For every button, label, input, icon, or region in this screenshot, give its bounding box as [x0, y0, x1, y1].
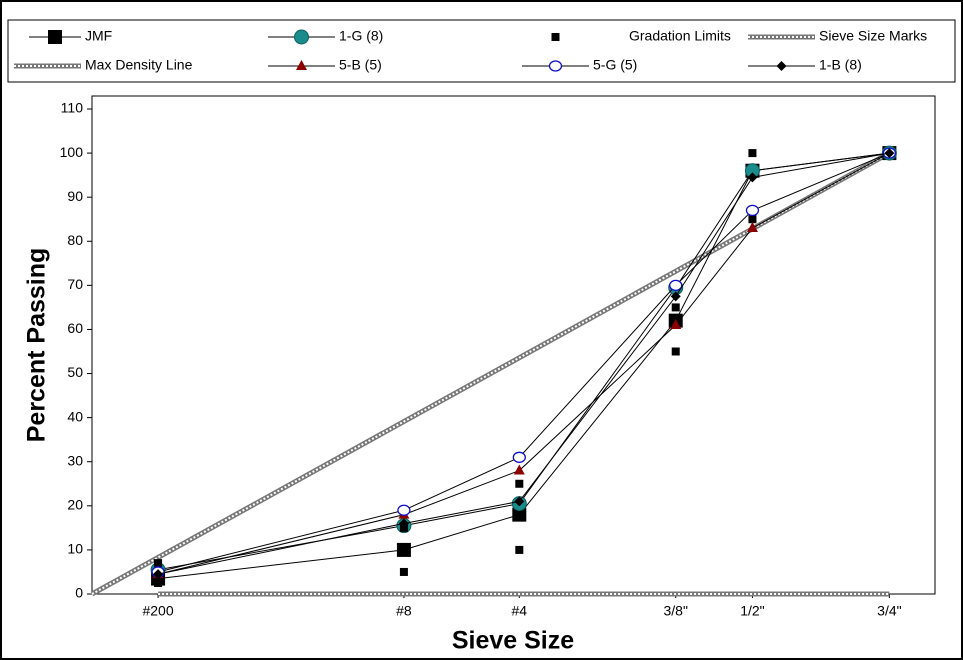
- y-tick-label: 50: [67, 364, 83, 380]
- y-tick-label: 80: [67, 232, 83, 248]
- marker: [48, 30, 62, 44]
- series-line: [157, 152, 890, 573]
- legend-label: 5-G (5): [593, 57, 637, 73]
- x-tick-label: #200: [142, 603, 173, 619]
- series-line: [90, 150, 891, 597]
- marker: [294, 29, 309, 45]
- legend-label: Max Density Line: [85, 57, 193, 73]
- x-tick-label: #8: [396, 603, 412, 619]
- legend-label: 1-G (8): [339, 28, 383, 44]
- marker: [512, 507, 527, 522]
- marker: [548, 60, 563, 72]
- marker: [669, 279, 683, 292]
- y-tick-label: 20: [67, 497, 83, 513]
- marker: [154, 559, 163, 568]
- marker: [513, 464, 525, 475]
- x-tick-label: 1/2": [740, 603, 764, 619]
- marker: [748, 215, 757, 224]
- marker: [398, 518, 409, 529]
- x-tick-label: #4: [512, 603, 528, 619]
- marker: [776, 61, 787, 71]
- series-line: [157, 152, 890, 575]
- x-tick-label: 3/4": [877, 603, 901, 619]
- marker: [514, 496, 525, 507]
- marker: [670, 319, 682, 330]
- y-tick-label: 30: [67, 452, 83, 468]
- marker: [396, 542, 411, 557]
- legend-box: [7, 19, 956, 83]
- legend-label: Gradation Limits: [629, 28, 731, 44]
- marker: [671, 303, 680, 312]
- marker: [296, 60, 307, 70]
- y-tick-label: 0: [75, 585, 83, 601]
- y-tick-label: 90: [67, 188, 83, 204]
- x-axis-title: Sieve Size: [452, 627, 574, 655]
- marker: [747, 172, 758, 183]
- legend-label: JMF: [85, 28, 112, 44]
- marker: [884, 148, 895, 159]
- marker: [399, 567, 408, 576]
- y-axis-title: Percent Passing: [23, 248, 51, 443]
- marker: [512, 451, 526, 463]
- marker: [746, 222, 758, 233]
- marker: [745, 204, 760, 217]
- legend-label: 5-B (5): [339, 57, 382, 73]
- marker: [748, 149, 757, 158]
- y-tick-label: 70: [67, 276, 83, 292]
- marker: [515, 545, 524, 554]
- y-tick-label: 40: [67, 408, 83, 424]
- marker: [515, 479, 524, 488]
- marker: [153, 569, 164, 580]
- series-line: [157, 152, 890, 571]
- y-tick-label: 100: [60, 144, 84, 160]
- marker: [397, 504, 411, 516]
- marker: [551, 33, 560, 41]
- y-tick-label: 60: [67, 320, 83, 336]
- legend-label: Sieve Size Marks: [819, 28, 927, 44]
- x-tick-label: 3/8": [664, 603, 688, 619]
- y-tick-label: 110: [61, 100, 84, 116]
- marker: [670, 291, 681, 302]
- marker: [671, 347, 680, 356]
- series-line: [157, 152, 890, 575]
- y-tick-label: 10: [67, 541, 83, 557]
- legend-label: 1-B (8): [819, 57, 862, 73]
- marker: [154, 578, 163, 587]
